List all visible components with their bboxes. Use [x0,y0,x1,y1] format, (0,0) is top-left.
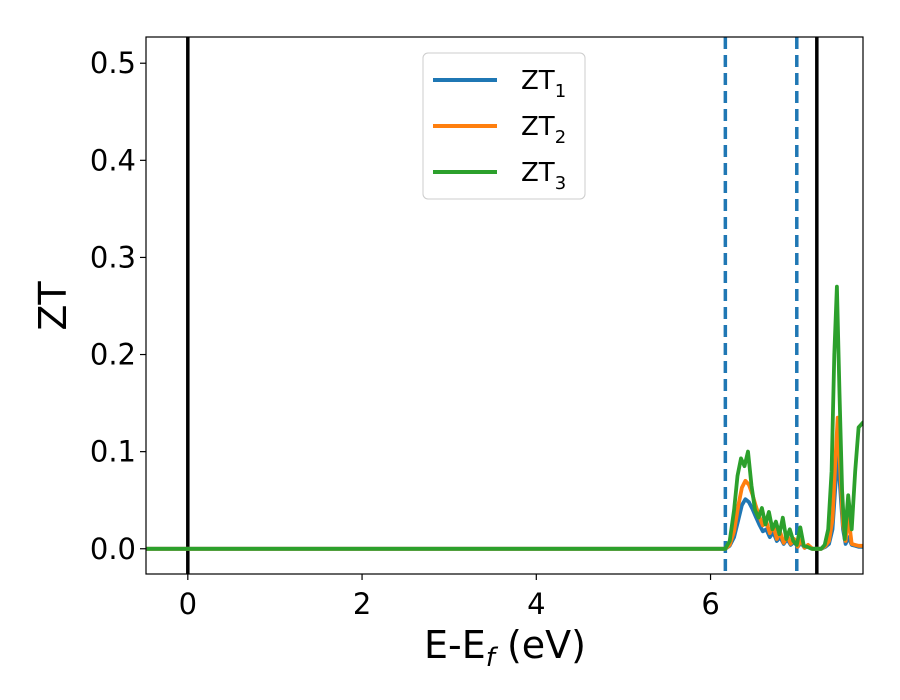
vertical-lines [186,37,819,574]
legend-label-2: ZT2 [521,112,566,148]
x-tick-label: 6 [701,587,719,621]
y-tick-label: 0.1 [90,435,136,469]
y-tick-label: 0.3 [90,240,136,274]
y-tick-label: 0.2 [90,338,136,372]
series-line-3 [146,284,863,551]
y-axis-label: ZT [31,281,75,331]
series-line-2 [146,415,863,551]
y-tick-label: 0.0 [90,532,136,566]
x-tick-label: 0 [179,587,197,621]
legend-frame [422,52,586,200]
x-tick-label: 2 [353,587,371,621]
x-tick-label: 4 [527,587,545,621]
legend-label-1: ZT1 [521,66,566,102]
y-tick-label: 0.5 [90,46,136,80]
series-lines [146,284,863,551]
legend: ZT1 ZT2 ZT3 [422,52,586,200]
legend-label-3: ZT3 [521,158,566,194]
axis-ticks: 0 2 4 6 0.0 0.1 0.2 0.3 0.4 0.5 [90,46,720,621]
x-axis-label: E-Ef (eV) [424,623,586,673]
plot-frame [145,36,864,575]
y-tick-label: 0.4 [90,143,136,177]
